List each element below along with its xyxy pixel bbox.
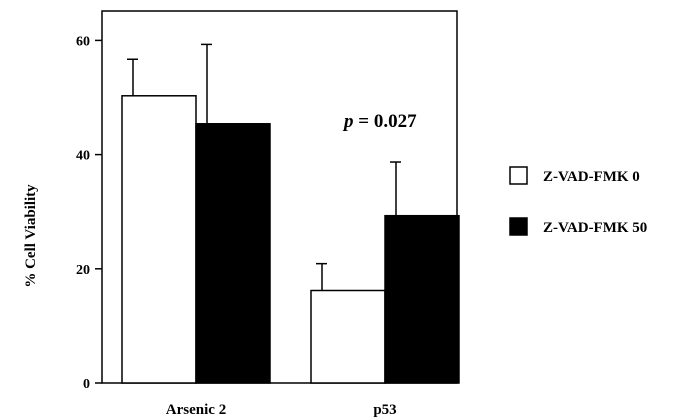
bars	[121, 43, 460, 384]
y-tick-label: 40	[76, 149, 90, 164]
y-axis-label: % Cell Viability	[23, 184, 39, 288]
y-tick-label: 0	[83, 377, 90, 392]
x-tick-label: Arsenic 2	[166, 402, 226, 418]
x-axis-ticks: Arsenic 2 p53	[166, 402, 397, 418]
x-tick-label: p53	[373, 402, 396, 418]
legend-swatch	[509, 217, 528, 236]
bar-z-vad-fmk-50	[195, 123, 271, 384]
p-value-annotation: p = 0.027	[342, 111, 417, 132]
y-tick-label: 60	[76, 34, 90, 49]
bar-z-vad-fmk-0	[121, 95, 197, 384]
legend: Z-VAD-FMK 0 Z-VAD-FMK 50	[509, 166, 647, 236]
y-axis: 0 20 40 60	[76, 34, 102, 392]
bar-z-vad-fmk-50	[384, 214, 460, 384]
plot-frame	[101, 10, 458, 384]
legend-label: Z-VAD-FMK 0	[543, 169, 640, 185]
p-value-symbol: p	[342, 111, 354, 132]
y-tick-label: 20	[76, 263, 90, 278]
bar-z-vad-fmk-0	[310, 289, 386, 384]
legend-label: Z-VAD-FMK 50	[543, 220, 647, 236]
legend-swatch	[509, 166, 528, 185]
p-value-text: = 0.027	[354, 111, 418, 132]
